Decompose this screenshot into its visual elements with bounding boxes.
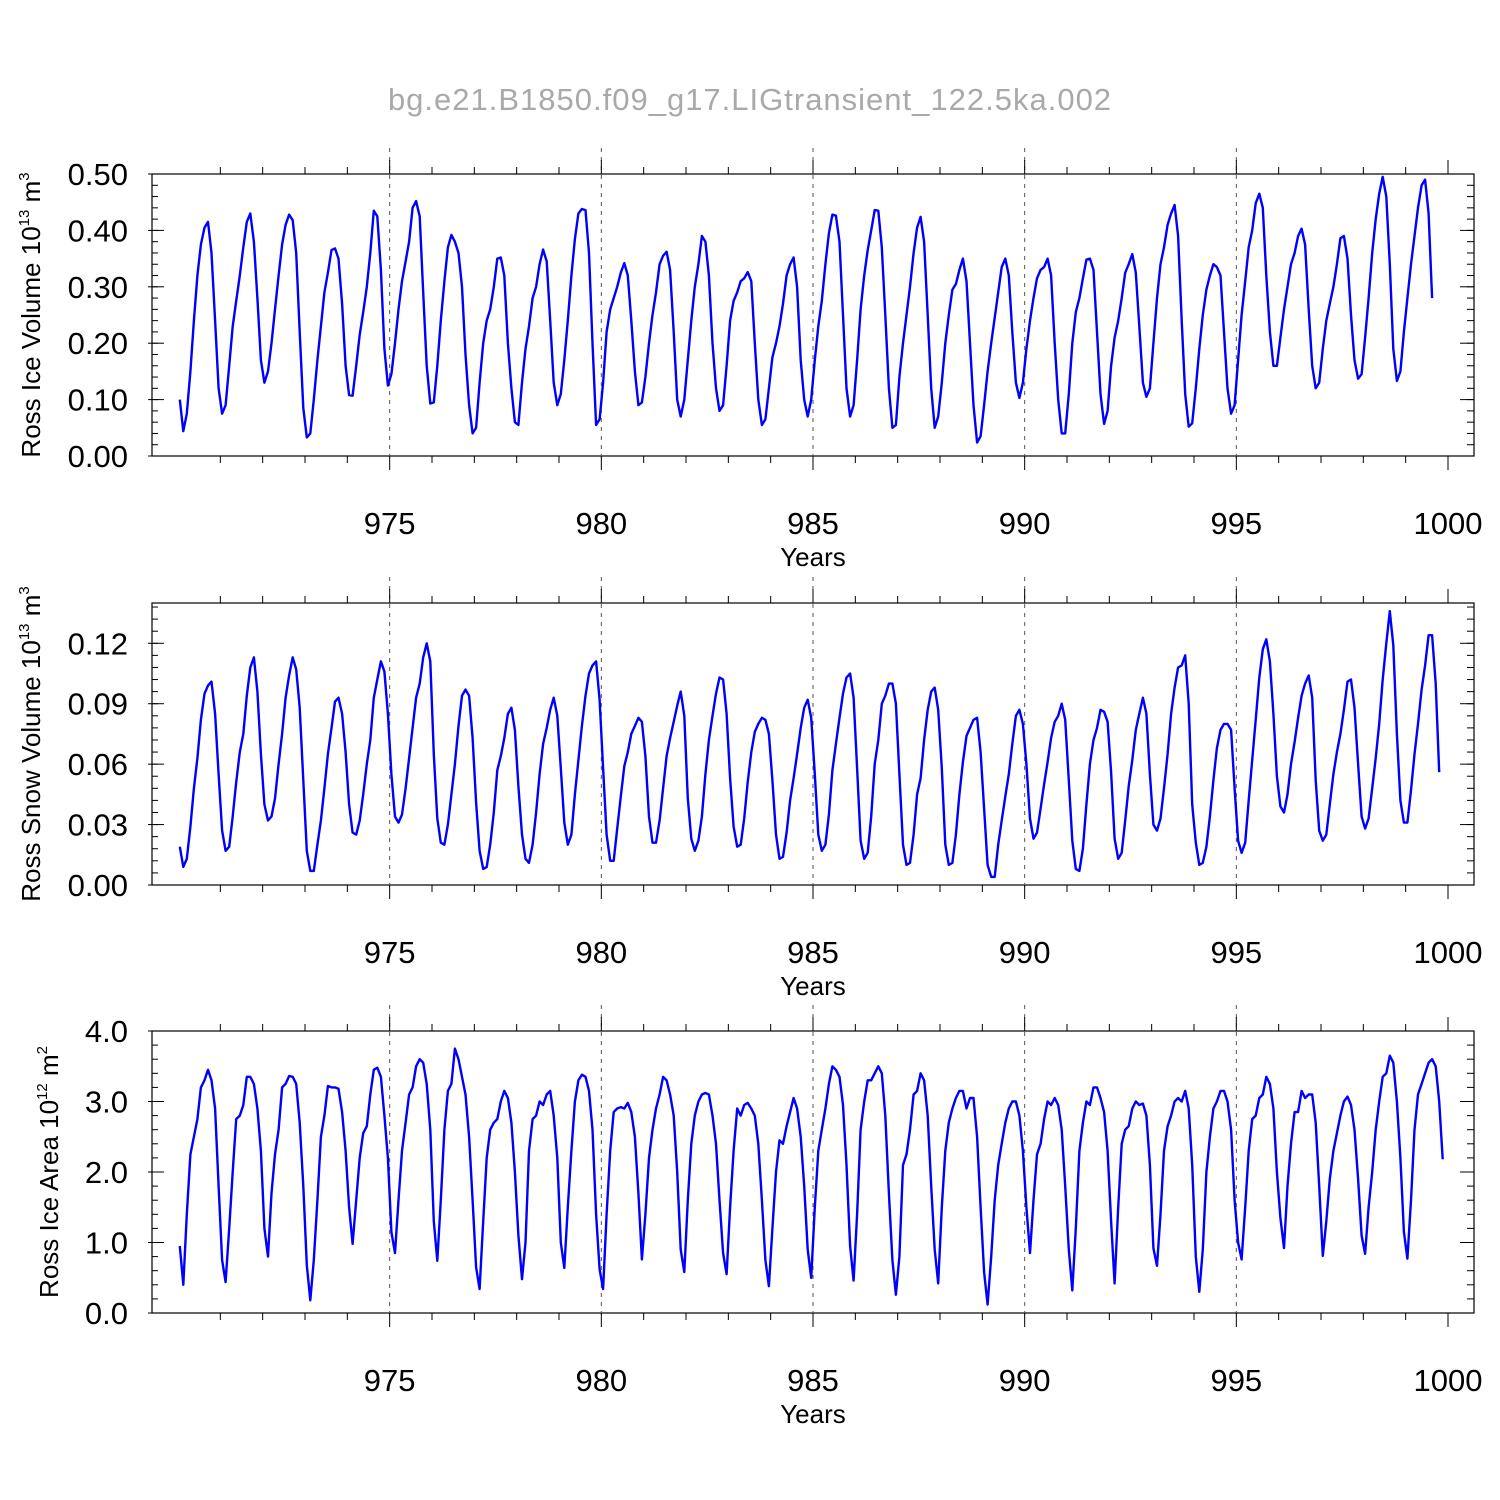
y-axis-title: Ross Ice Area 1012 m2: [34, 1046, 64, 1298]
y-tick-label: 0.20: [68, 326, 128, 361]
series-line-ross-snow-volume: [178, 609, 1441, 879]
y-tick-label: 4.0: [85, 1014, 128, 1049]
x-tick-label: 1000: [1414, 506, 1483, 541]
x-tick-label: 975: [364, 935, 416, 970]
x-tick-label: 990: [999, 506, 1051, 541]
panel-ross-ice-area: 975 980 985 990 995 1000 Years 0.0 1.0 2.0 3.0 4.0 R…: [34, 1005, 1482, 1429]
x-axis-title: Years: [780, 542, 846, 572]
y-tick-label: 0.50: [68, 157, 128, 192]
y-tick-label: 0.00: [68, 439, 128, 474]
y-tick-label: 0.0: [85, 1296, 128, 1331]
y-axis-title: Ross Ice Volume 1013 m3: [16, 172, 46, 457]
y-tick-label: 0.10: [68, 383, 128, 418]
x-tick-label: 995: [1210, 506, 1262, 541]
y-tick-label: 0.12: [68, 626, 128, 661]
x-tick-label: 990: [999, 935, 1051, 970]
panel-ross-snow-volume: 975 980 985 990 995 1000 Years 0.00 0.03 0.06 0.09…: [16, 577, 1482, 1001]
y-tick-label: 0.40: [68, 213, 128, 248]
y-tick-label: 0.09: [68, 687, 128, 722]
x-tick-label: 995: [1210, 1363, 1262, 1398]
x-tick-label: 985: [787, 1363, 839, 1398]
x-tick-label: 995: [1210, 935, 1262, 970]
x-axis-title: Years: [780, 1399, 846, 1429]
x-axis-title: Years: [780, 971, 846, 1001]
x-tick-label: 980: [575, 1363, 627, 1398]
x-tick-label: 1000: [1414, 1363, 1483, 1398]
y-axis-title: Ross Snow Volume 1013 m3: [16, 586, 46, 902]
x-tick-label: 980: [575, 506, 627, 541]
x-tick-label: 1000: [1414, 935, 1483, 970]
x-tick-label: 985: [787, 935, 839, 970]
x-tick-label: 980: [575, 935, 627, 970]
y-tick-label: 0.06: [68, 747, 128, 782]
panel-ross-ice-volume: 975 980 985 990 995 1000 Years 0.00 0.10 0.20 0.30…: [16, 148, 1482, 572]
y-tick-label: 3.0: [85, 1085, 128, 1120]
figure-title: bg.e21.B1850.f09_g17.LIGtransient_122.5k…: [387, 82, 1113, 117]
series-line-ross-ice-area: [178, 1047, 1444, 1306]
y-tick-label: 0.03: [68, 808, 128, 843]
series-line-ross-ice-volume: [178, 175, 1434, 444]
x-tick-label: 985: [787, 506, 839, 541]
y-tick-label: 1.0: [85, 1226, 128, 1261]
y-tick-label: 0.00: [68, 868, 128, 903]
x-tick-label: 990: [999, 1363, 1051, 1398]
y-tick-label: 0.30: [68, 270, 128, 305]
y-tick-label: 2.0: [85, 1155, 128, 1190]
x-tick-label: 975: [364, 1363, 416, 1398]
x-tick-label: 975: [364, 506, 416, 541]
plot-frame: [151, 173, 1475, 457]
